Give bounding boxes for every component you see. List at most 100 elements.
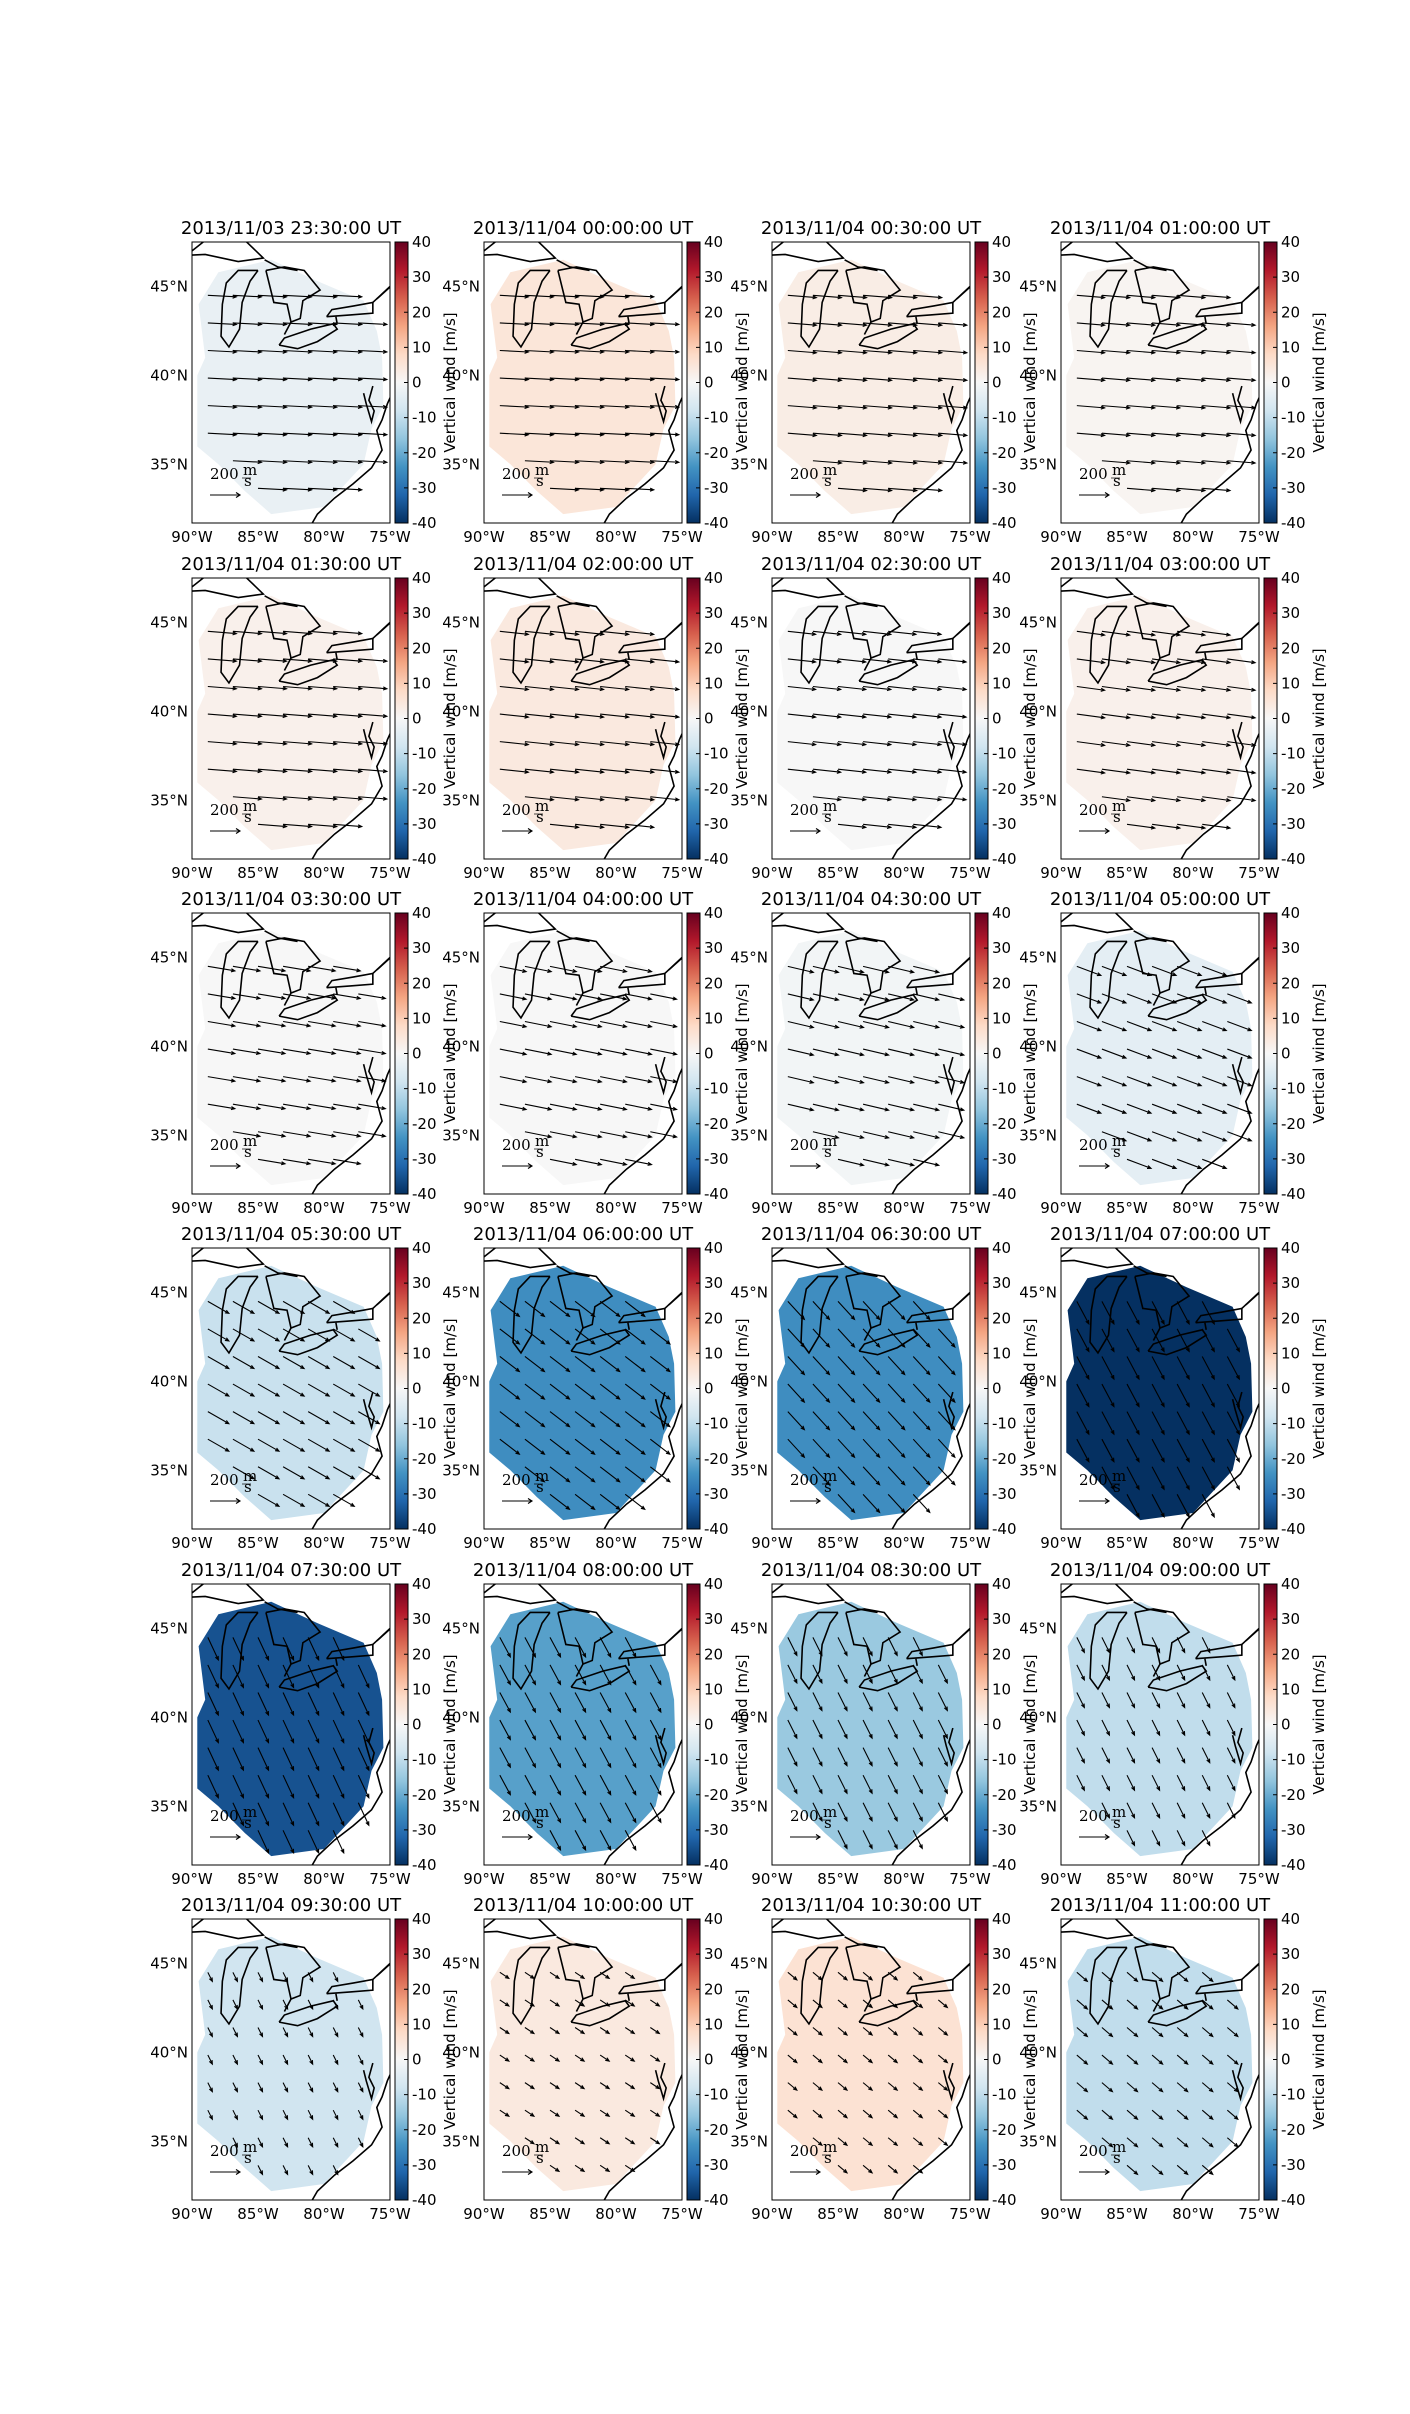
wind-arrow	[1202, 432, 1232, 438]
coastline	[1133, 595, 1167, 608]
wind-arrow	[1202, 322, 1232, 327]
wind-arrow	[308, 658, 339, 663]
wind-arrow	[862, 1411, 881, 1431]
wind-arrow	[549, 993, 578, 1001]
colorbar-tick-label: -20	[1281, 1450, 1306, 1468]
wind-arrow	[938, 405, 969, 410]
wind-arrow	[257, 1103, 287, 1111]
coastline	[1194, 1307, 1243, 1324]
wind-arrow	[862, 2109, 874, 2119]
wind-arrow	[1101, 1048, 1128, 1059]
wind-arrow	[837, 1020, 865, 1029]
wind-arrow	[207, 1383, 231, 1397]
lat-tick-label: 45°N	[1019, 948, 1057, 966]
wind-arrow	[1126, 1692, 1136, 1709]
wind-arrow	[1126, 1103, 1153, 1114]
wind-arrow	[1076, 741, 1106, 747]
reference-unit-bottom: s	[244, 1814, 252, 1832]
wind-arrow	[625, 741, 656, 747]
wind-arrow	[1226, 2137, 1239, 2148]
wind-arrow	[599, 2164, 611, 2173]
wind-arrow	[1227, 713, 1257, 720]
colorbar-tick-label: -10	[412, 1080, 437, 1098]
lon-tick-label: 85°W	[237, 2205, 279, 2223]
lat-tick-label: 40°N	[730, 1372, 768, 1390]
lon-tick-label: 75°W	[949, 2205, 991, 2223]
wind-arrow	[524, 685, 555, 692]
wind-arrow	[863, 630, 893, 637]
wind-arrow	[938, 713, 968, 719]
wind-arrow	[1152, 377, 1182, 383]
coastline	[311, 1066, 390, 1194]
wind-arrow	[650, 1999, 661, 2007]
lon-tick-label: 90°W	[1040, 1870, 1082, 1888]
wind-arrow	[282, 1774, 295, 1799]
wind-arrow	[787, 2082, 798, 2092]
coastline	[283, 657, 292, 671]
coastline	[570, 1328, 631, 1356]
wind-arrow	[308, 1076, 337, 1083]
reference-unit-top: m	[535, 2138, 549, 2156]
wind-arrow	[1177, 796, 1207, 803]
wind-arrow	[787, 1411, 806, 1431]
wind-arrow	[549, 1020, 578, 1029]
wind-arrow	[1126, 1999, 1139, 2010]
colorbar-tick-label: 0	[704, 1380, 714, 1398]
reference-unit-bottom: s	[824, 2149, 832, 2167]
wind-arrow	[650, 658, 681, 664]
colorbar-tick-label: -10	[704, 2086, 729, 2104]
wind-arrow	[912, 1999, 924, 2009]
wind-arrow	[888, 1020, 916, 1029]
wind-arrow	[1176, 1356, 1190, 1381]
coastline	[1241, 1627, 1259, 1646]
wind-arrow	[812, 1103, 840, 1112]
wind-arrow	[912, 2082, 924, 2092]
wind-arrow	[499, 1300, 521, 1318]
wind-arrow	[837, 460, 868, 465]
wind-arrow	[232, 1411, 256, 1425]
wind-arrow	[1101, 1328, 1115, 1353]
wind-arrow	[912, 2027, 924, 2036]
coastline	[863, 1998, 872, 2012]
wind-arrow	[812, 965, 840, 974]
coastline	[858, 1999, 919, 2027]
wind-arrow	[1201, 1411, 1215, 1436]
wind-arrow	[524, 1774, 537, 1796]
wind-arrow	[282, 1131, 312, 1138]
wind-arrow	[887, 1719, 898, 1740]
wind-arrow	[1126, 460, 1157, 465]
wind-arrow	[837, 487, 868, 493]
coastline	[617, 1307, 666, 1324]
wind-arrow	[499, 1637, 512, 1659]
wind-arrow	[1177, 658, 1207, 665]
wind-arrow	[257, 1411, 281, 1425]
coastline	[556, 1265, 590, 1278]
wind-arrow	[837, 2027, 849, 2036]
colorbar-tick-label: 0	[1281, 374, 1291, 392]
wind-arrow	[257, 2137, 264, 2149]
wind-arrow	[1151, 1999, 1164, 2010]
wind-arrow	[308, 741, 339, 746]
wind-arrow	[650, 993, 678, 1001]
wind-arrow	[837, 2082, 849, 2092]
coastline	[1152, 321, 1161, 335]
coastline	[1134, 1943, 1191, 2001]
wind-arrow	[257, 796, 288, 801]
wind-arrow	[574, 1747, 587, 1769]
panel-title: 2013/11/04 11:00:00 UT	[1050, 1895, 1271, 1916]
wind-arrow	[1076, 1328, 1090, 1353]
panel-title: 2013/11/04 03:30:00 UT	[181, 889, 402, 910]
reference-unit-top: m	[823, 1132, 837, 1150]
wind-arrow	[1076, 432, 1106, 438]
wind-arrow	[887, 1300, 906, 1321]
lat-tick-label: 35°N	[730, 791, 768, 809]
lat-tick-label: 40°N	[730, 1037, 768, 1055]
wind-arrow	[308, 713, 339, 719]
wind-arrow	[600, 965, 628, 973]
colorbar-tick-label: 40	[992, 1575, 1011, 1593]
lat-tick-label: 40°N	[1019, 702, 1057, 720]
colorbar-tick-label: 10	[1281, 1009, 1300, 1027]
lon-tick-label: 80°W	[1172, 2205, 1214, 2223]
wind-arrow	[837, 1438, 856, 1459]
wind-arrow	[207, 1774, 219, 1799]
